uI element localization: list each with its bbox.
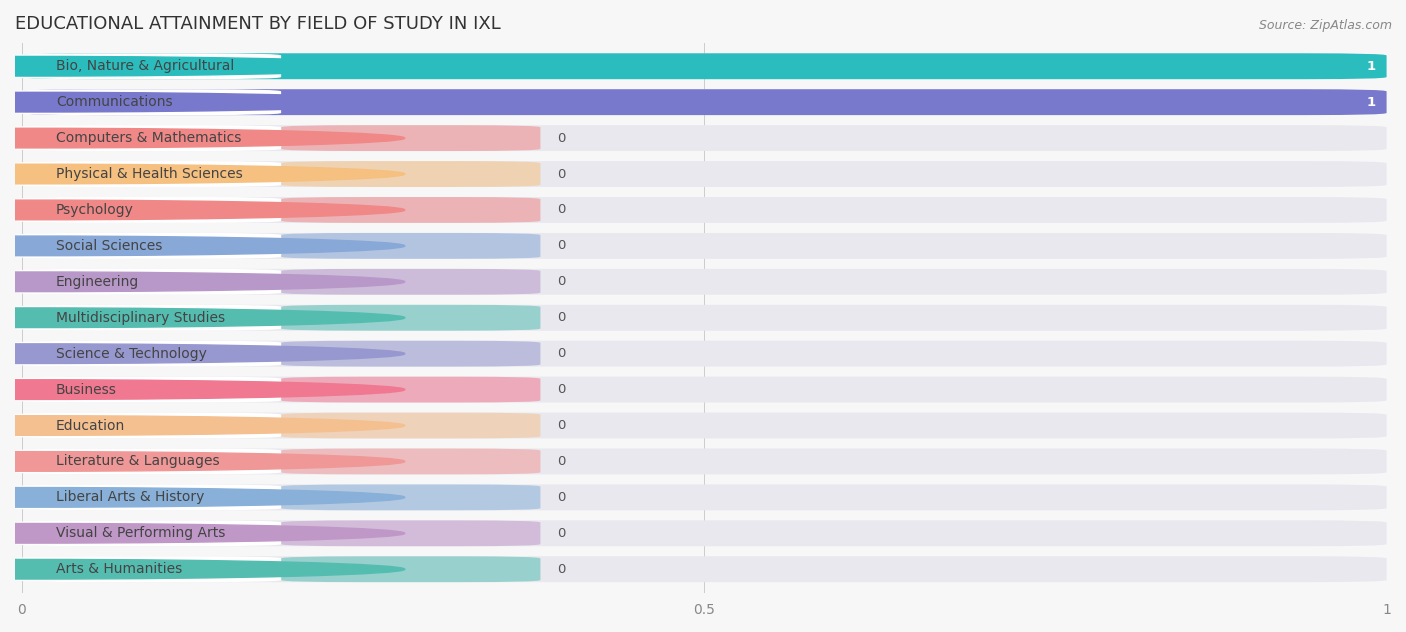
Text: 1: 1 bbox=[1367, 60, 1375, 73]
FancyBboxPatch shape bbox=[15, 197, 281, 223]
FancyBboxPatch shape bbox=[281, 233, 540, 259]
FancyBboxPatch shape bbox=[281, 449, 540, 475]
FancyBboxPatch shape bbox=[22, 233, 1386, 259]
Circle shape bbox=[0, 523, 405, 543]
Text: 0: 0 bbox=[557, 455, 565, 468]
Circle shape bbox=[0, 487, 405, 507]
FancyBboxPatch shape bbox=[15, 161, 281, 187]
Text: 0: 0 bbox=[557, 311, 565, 324]
Text: Source: ZipAtlas.com: Source: ZipAtlas.com bbox=[1258, 19, 1392, 32]
FancyBboxPatch shape bbox=[22, 53, 1386, 79]
Text: 0: 0 bbox=[557, 347, 565, 360]
FancyBboxPatch shape bbox=[281, 520, 540, 546]
FancyBboxPatch shape bbox=[15, 269, 281, 295]
Text: Business: Business bbox=[56, 382, 117, 397]
FancyBboxPatch shape bbox=[22, 485, 1386, 510]
FancyBboxPatch shape bbox=[15, 305, 281, 331]
Text: EDUCATIONAL ATTAINMENT BY FIELD OF STUDY IN IXL: EDUCATIONAL ATTAINMENT BY FIELD OF STUDY… bbox=[15, 15, 501, 33]
FancyBboxPatch shape bbox=[281, 125, 540, 151]
Text: Education: Education bbox=[56, 418, 125, 432]
FancyBboxPatch shape bbox=[15, 341, 281, 367]
Text: 0: 0 bbox=[557, 383, 565, 396]
Circle shape bbox=[0, 380, 405, 399]
Text: 1: 1 bbox=[1367, 95, 1375, 109]
Circle shape bbox=[0, 416, 405, 435]
FancyBboxPatch shape bbox=[22, 161, 1386, 187]
FancyBboxPatch shape bbox=[22, 125, 1386, 151]
Text: Liberal Arts & History: Liberal Arts & History bbox=[56, 490, 204, 504]
Circle shape bbox=[0, 344, 405, 363]
FancyBboxPatch shape bbox=[22, 269, 1386, 295]
FancyBboxPatch shape bbox=[22, 413, 1386, 439]
FancyBboxPatch shape bbox=[281, 269, 540, 295]
Text: 0: 0 bbox=[557, 131, 565, 145]
FancyBboxPatch shape bbox=[281, 305, 540, 331]
Text: 0: 0 bbox=[557, 562, 565, 576]
FancyBboxPatch shape bbox=[281, 556, 540, 582]
Text: Bio, Nature & Agricultural: Bio, Nature & Agricultural bbox=[56, 59, 235, 73]
Circle shape bbox=[0, 452, 405, 471]
FancyBboxPatch shape bbox=[15, 53, 281, 79]
Text: Communications: Communications bbox=[56, 95, 173, 109]
Circle shape bbox=[0, 236, 405, 256]
FancyBboxPatch shape bbox=[22, 377, 1386, 403]
Circle shape bbox=[0, 164, 405, 184]
FancyBboxPatch shape bbox=[281, 377, 540, 403]
FancyBboxPatch shape bbox=[15, 89, 281, 115]
FancyBboxPatch shape bbox=[22, 520, 1386, 546]
Circle shape bbox=[0, 200, 405, 220]
FancyBboxPatch shape bbox=[281, 197, 540, 223]
FancyBboxPatch shape bbox=[22, 449, 1386, 475]
Circle shape bbox=[0, 56, 405, 76]
FancyBboxPatch shape bbox=[15, 377, 281, 403]
FancyBboxPatch shape bbox=[22, 53, 1386, 79]
FancyBboxPatch shape bbox=[22, 197, 1386, 223]
Text: Literature & Languages: Literature & Languages bbox=[56, 454, 219, 468]
Text: Science & Technology: Science & Technology bbox=[56, 347, 207, 361]
Circle shape bbox=[0, 92, 405, 112]
FancyBboxPatch shape bbox=[15, 233, 281, 259]
Text: 0: 0 bbox=[557, 276, 565, 288]
Text: 0: 0 bbox=[557, 167, 565, 181]
FancyBboxPatch shape bbox=[281, 341, 540, 367]
Text: 0: 0 bbox=[557, 491, 565, 504]
Text: 0: 0 bbox=[557, 527, 565, 540]
Text: 0: 0 bbox=[557, 419, 565, 432]
Text: Physical & Health Sciences: Physical & Health Sciences bbox=[56, 167, 243, 181]
FancyBboxPatch shape bbox=[15, 413, 281, 439]
FancyBboxPatch shape bbox=[22, 305, 1386, 331]
Text: 0: 0 bbox=[557, 204, 565, 216]
Text: Psychology: Psychology bbox=[56, 203, 134, 217]
FancyBboxPatch shape bbox=[22, 89, 1386, 115]
Text: Visual & Performing Arts: Visual & Performing Arts bbox=[56, 526, 225, 540]
FancyBboxPatch shape bbox=[22, 89, 1386, 115]
FancyBboxPatch shape bbox=[15, 125, 281, 151]
FancyBboxPatch shape bbox=[281, 161, 540, 187]
FancyBboxPatch shape bbox=[281, 413, 540, 439]
Text: Social Sciences: Social Sciences bbox=[56, 239, 162, 253]
Text: Computers & Mathematics: Computers & Mathematics bbox=[56, 131, 242, 145]
Text: Multidisciplinary Studies: Multidisciplinary Studies bbox=[56, 311, 225, 325]
Text: Engineering: Engineering bbox=[56, 275, 139, 289]
Circle shape bbox=[0, 559, 405, 579]
FancyBboxPatch shape bbox=[22, 556, 1386, 582]
FancyBboxPatch shape bbox=[281, 485, 540, 510]
FancyBboxPatch shape bbox=[15, 556, 281, 582]
Text: Arts & Humanities: Arts & Humanities bbox=[56, 562, 183, 576]
Text: 0: 0 bbox=[557, 240, 565, 252]
Circle shape bbox=[0, 272, 405, 291]
Circle shape bbox=[0, 308, 405, 327]
FancyBboxPatch shape bbox=[15, 520, 281, 546]
Circle shape bbox=[0, 128, 405, 148]
FancyBboxPatch shape bbox=[15, 449, 281, 475]
FancyBboxPatch shape bbox=[15, 485, 281, 510]
FancyBboxPatch shape bbox=[22, 341, 1386, 367]
